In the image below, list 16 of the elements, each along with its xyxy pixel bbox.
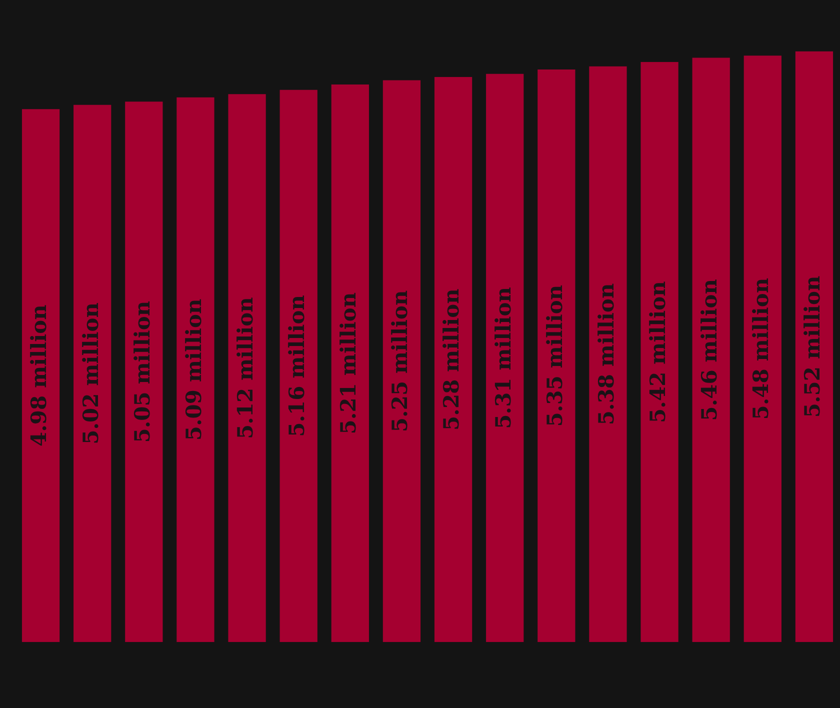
data-label: 5.31 million [490, 286, 516, 429]
data-label: 5.25 million [387, 290, 412, 432]
data-label: 5.28 million [438, 288, 464, 430]
data-label: 4.98 million [26, 304, 52, 447]
data-label: 5.42 million [644, 281, 670, 423]
data-label: 5.35 million [542, 284, 567, 427]
data-label: 5.21 million [336, 292, 361, 434]
data-label: 5.46 million [696, 278, 722, 421]
data-label: 5.05 million [129, 300, 154, 443]
data-label: 5.38 million [593, 283, 618, 426]
data-label: 5.52 million [800, 276, 825, 418]
data-label: 5.16 million [284, 295, 310, 437]
data-label: 5.09 million [180, 298, 206, 441]
data-label: 5.02 million [78, 302, 103, 444]
data-label: 5.12 million [232, 297, 258, 440]
data-label: 5.48 million [748, 278, 774, 420]
